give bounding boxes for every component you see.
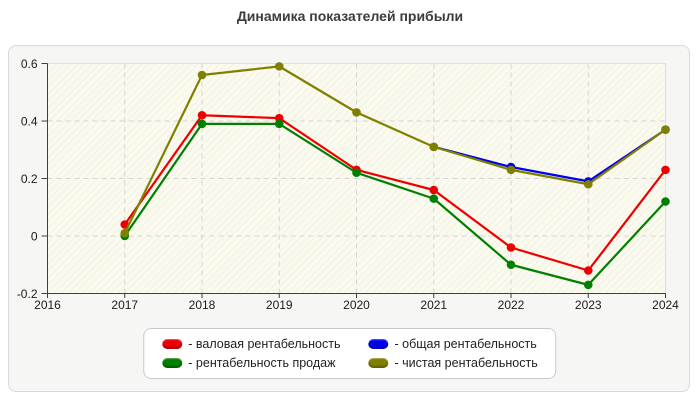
x-tick-labels: 2016 2017 2018 2019 2020 2021 2022 2023 2024 <box>34 298 679 312</box>
data-point <box>506 243 516 252</box>
data-point <box>661 125 670 134</box>
legend: - валовая рентабельность - общая рентабе… <box>143 328 557 379</box>
data-point <box>429 185 439 195</box>
data-point <box>506 165 516 175</box>
data-point <box>583 266 593 275</box>
series-line <box>123 114 667 272</box>
legend-item-return-on-sales: - рентабельность продаж <box>162 356 340 370</box>
x-tick-label: 2016 <box>34 298 61 312</box>
legend-item-overall-profitability: - общая рентабельность <box>368 337 538 351</box>
data-point <box>661 197 670 206</box>
legend-swatch-net-profitability-icon <box>368 358 389 368</box>
data-point <box>352 168 361 178</box>
x-tick-label: 2018 <box>189 298 216 312</box>
legend-swatch-gross-margin-icon <box>162 339 183 349</box>
series-чистая рентабельность <box>120 62 670 238</box>
legend-label-return-on-sales: - рентабельность продаж <box>188 356 336 370</box>
legend-label-net-profitability: - чистая рентабельность <box>394 356 538 370</box>
y-tick-label: 0 <box>31 230 38 244</box>
x-tick-label: 2020 <box>343 298 370 312</box>
gridlines <box>47 63 666 294</box>
series-line <box>433 128 667 183</box>
x-tick-label: 2019 <box>266 298 293 312</box>
y-tick-label: -0.2 <box>17 287 38 301</box>
data-point <box>583 179 593 189</box>
x-tick-label: 2017 <box>111 298 138 312</box>
y-tick-labels: 0.6 0.4 0.2 0 -0.2 <box>17 57 38 301</box>
legend-label-overall-profitability: - общая рентабельность <box>394 337 537 351</box>
data-point <box>197 70 207 80</box>
x-tick-label: 2024 <box>652 298 679 312</box>
chart-title: Динамика показателей прибыли <box>236 8 464 24</box>
data-point <box>274 62 284 71</box>
data-point <box>197 110 207 120</box>
data-point <box>274 119 284 129</box>
y-tick-label: 0.6 <box>21 57 38 71</box>
series-line <box>123 65 667 234</box>
y-tick-label: 0.2 <box>21 172 38 186</box>
legend-swatch-overall-profitability-icon <box>368 339 389 349</box>
legend-item-gross-margin: - валовая рентабельность <box>162 337 341 351</box>
data-point <box>352 108 361 117</box>
y-tick-label: 0.4 <box>21 115 38 129</box>
series-line <box>123 122 667 286</box>
data-point <box>583 280 593 290</box>
data-point <box>120 228 130 238</box>
x-tick-label: 2022 <box>498 298 525 312</box>
data-point <box>197 119 207 129</box>
data-point <box>506 260 516 270</box>
axes <box>41 63 666 298</box>
data-point <box>429 194 439 203</box>
data-point <box>429 142 439 152</box>
x-tick-label: 2023 <box>575 298 602 312</box>
x-tick-label: 2021 <box>420 298 447 312</box>
data-point <box>661 165 670 175</box>
legend-item-net-profitability: - чистая рентабельность <box>368 356 538 370</box>
legend-swatch-return-on-sales-icon <box>162 358 183 368</box>
legend-label-gross-margin: - валовая рентабельность <box>188 337 341 351</box>
